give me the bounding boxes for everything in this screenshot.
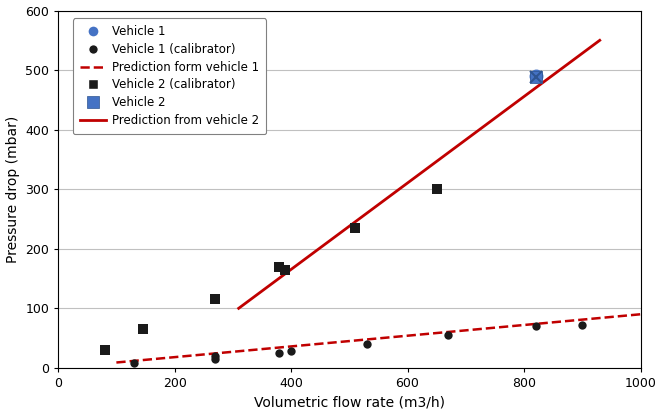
- X-axis label: Volumetric flow rate (m3/h): Volumetric flow rate (m3/h): [254, 395, 445, 410]
- Y-axis label: Pressure drop (mbar): Pressure drop (mbar): [5, 116, 20, 263]
- Legend: Vehicle 1, Vehicle 1 (calibrator), Prediction form vehicle 1, Vehicle 2 (calibra: Vehicle 1, Vehicle 1 (calibrator), Predi…: [73, 18, 266, 134]
